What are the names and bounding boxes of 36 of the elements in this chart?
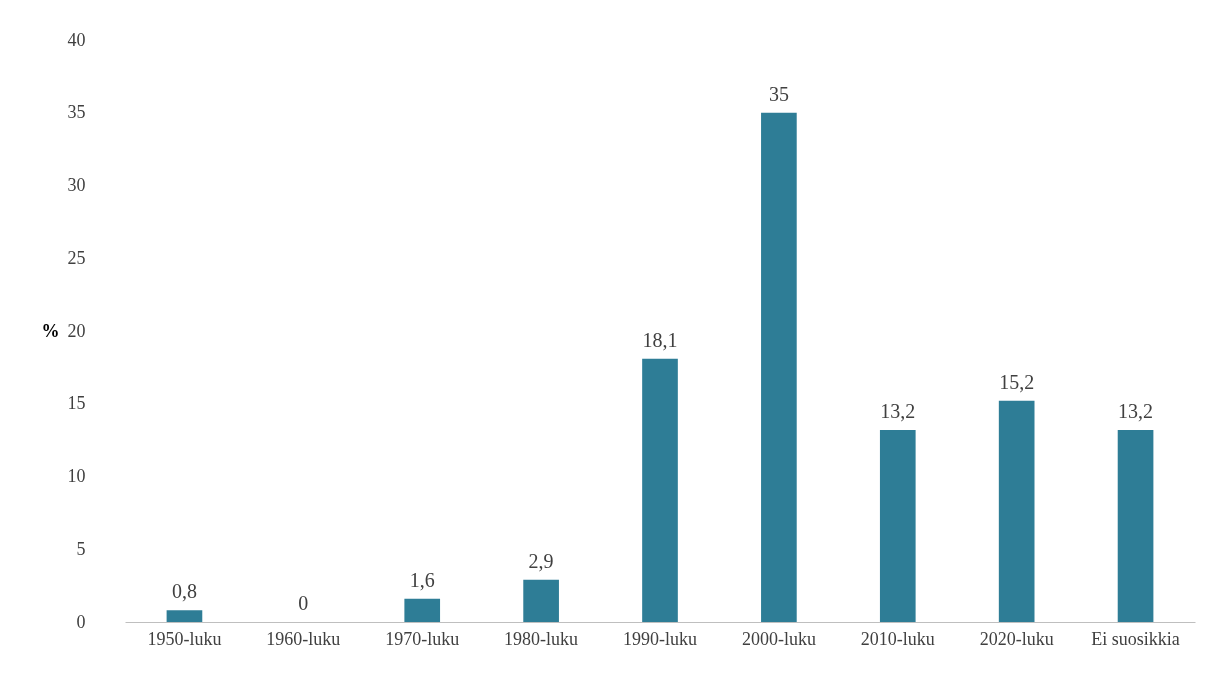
y-tick-label: 35 bbox=[67, 102, 86, 123]
y-tick-label: 5 bbox=[76, 538, 86, 559]
bar bbox=[523, 579, 559, 622]
data-label: 15,2 bbox=[999, 370, 1035, 393]
y-tick-label: 10 bbox=[67, 466, 86, 486]
bar bbox=[879, 429, 916, 622]
data-label: 2,9 bbox=[528, 549, 554, 572]
x-tick-label: Ei suosikkia bbox=[1091, 628, 1180, 649]
data-label: 35 bbox=[768, 82, 789, 105]
data-label: 0 bbox=[298, 592, 309, 614]
bar bbox=[404, 598, 441, 622]
x-tick-label: 1970-luku bbox=[385, 628, 460, 649]
y-tick-label: 15 bbox=[67, 393, 86, 414]
bar bbox=[1117, 429, 1154, 622]
y-tick-label: 25 bbox=[67, 247, 86, 268]
bar bbox=[166, 610, 203, 622]
x-tick-label: 1950-luku bbox=[147, 628, 222, 649]
y-tick-label: 30 bbox=[67, 175, 86, 195]
bar bbox=[998, 400, 1035, 622]
bar bbox=[761, 112, 797, 622]
x-tick-label: 2010-luku bbox=[860, 628, 935, 649]
y-tick-label: 40 bbox=[67, 29, 86, 50]
y-axis-title: % bbox=[41, 320, 60, 341]
x-tick-label: 2020-luku bbox=[979, 628, 1054, 649]
data-label: 18,1 bbox=[642, 328, 678, 351]
data-label: 13,2 bbox=[880, 399, 916, 422]
data-label: 13,2 bbox=[1118, 399, 1154, 422]
data-label: 0,8 bbox=[171, 580, 197, 603]
data-label: 1,6 bbox=[409, 568, 435, 591]
x-tick-label: 1990-luku bbox=[623, 628, 697, 649]
bar bbox=[642, 358, 678, 622]
y-tick-label: 20 bbox=[67, 320, 86, 341]
x-tick-label: 1960-luku bbox=[266, 628, 341, 649]
y-tick-label: 0 bbox=[76, 611, 86, 632]
x-tick-label: 1980-luku bbox=[504, 628, 579, 649]
x-tick-label: 2000-luku bbox=[741, 628, 816, 649]
